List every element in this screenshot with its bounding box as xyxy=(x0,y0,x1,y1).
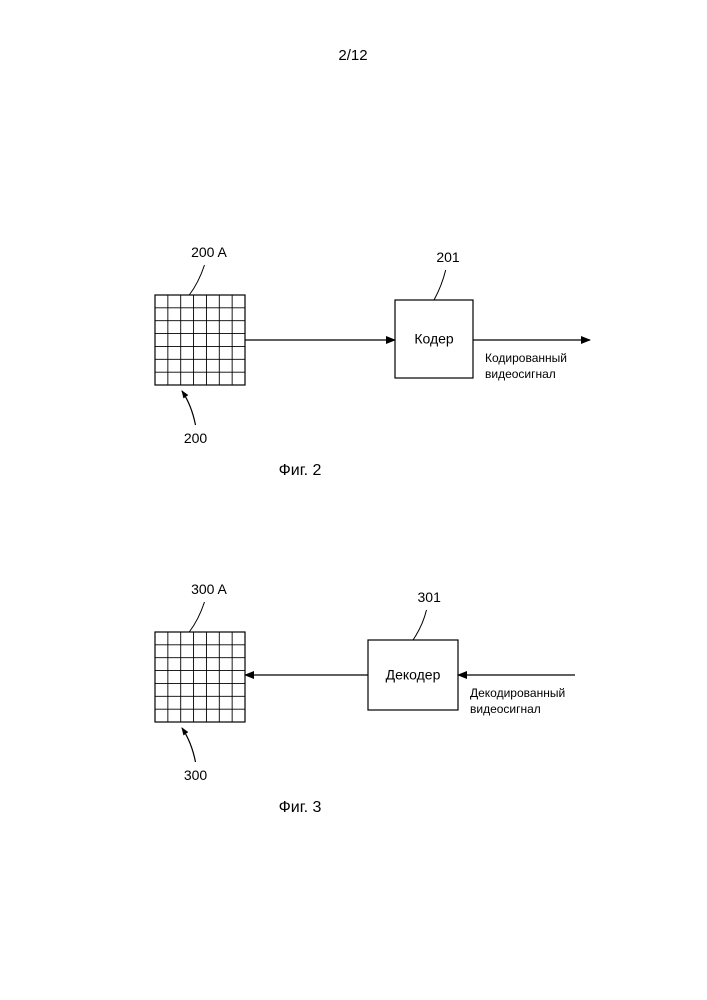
fig3-grid-pointer-arrow xyxy=(182,728,196,762)
fig2-coder-box-id-label: 201 xyxy=(436,249,460,265)
diagram-canvas: 2/12 200 A 200 Кодер 201 Кодированный ви… xyxy=(0,0,707,1000)
fig2-grid-pointer-label: 200 xyxy=(184,430,208,446)
fig2-coder-box-label: Кодер xyxy=(414,331,454,347)
fig2-grid-pointer-arrow xyxy=(182,391,196,425)
fig3-input-label-line2: видеосигнал xyxy=(470,702,541,716)
fig3-grid-label: 300 A xyxy=(191,581,227,597)
fig3-caption: Фиг. 3 xyxy=(279,799,322,816)
fig3-pixel-grid xyxy=(155,632,245,722)
fig3-decoder-box-label-leader xyxy=(413,610,427,640)
fig2-pixel-grid xyxy=(155,295,245,385)
page-number: 2/12 xyxy=(338,47,367,64)
fig3-decoder-box-label: Декодер xyxy=(386,667,441,683)
fig3-grid-label-leader xyxy=(189,602,204,632)
fig2-coder-box-label-leader xyxy=(434,270,446,300)
fig2-caption: Фиг. 2 xyxy=(279,462,322,479)
fig3-input-label-line1: Декодированный xyxy=(470,686,565,700)
fig3-decoder-box-id-label: 301 xyxy=(418,589,442,605)
fig3-grid-pointer-label: 300 xyxy=(184,767,208,783)
fig2-grid-label-leader xyxy=(189,265,204,295)
fig2-grid-label: 200 A xyxy=(191,244,227,260)
page: 2/12 200 A 200 Кодер 201 Кодированный ви… xyxy=(0,0,707,1000)
fig2-output-label-line1: Кодированный xyxy=(485,351,567,365)
fig2-output-label-line2: видеосигнал xyxy=(485,367,556,381)
